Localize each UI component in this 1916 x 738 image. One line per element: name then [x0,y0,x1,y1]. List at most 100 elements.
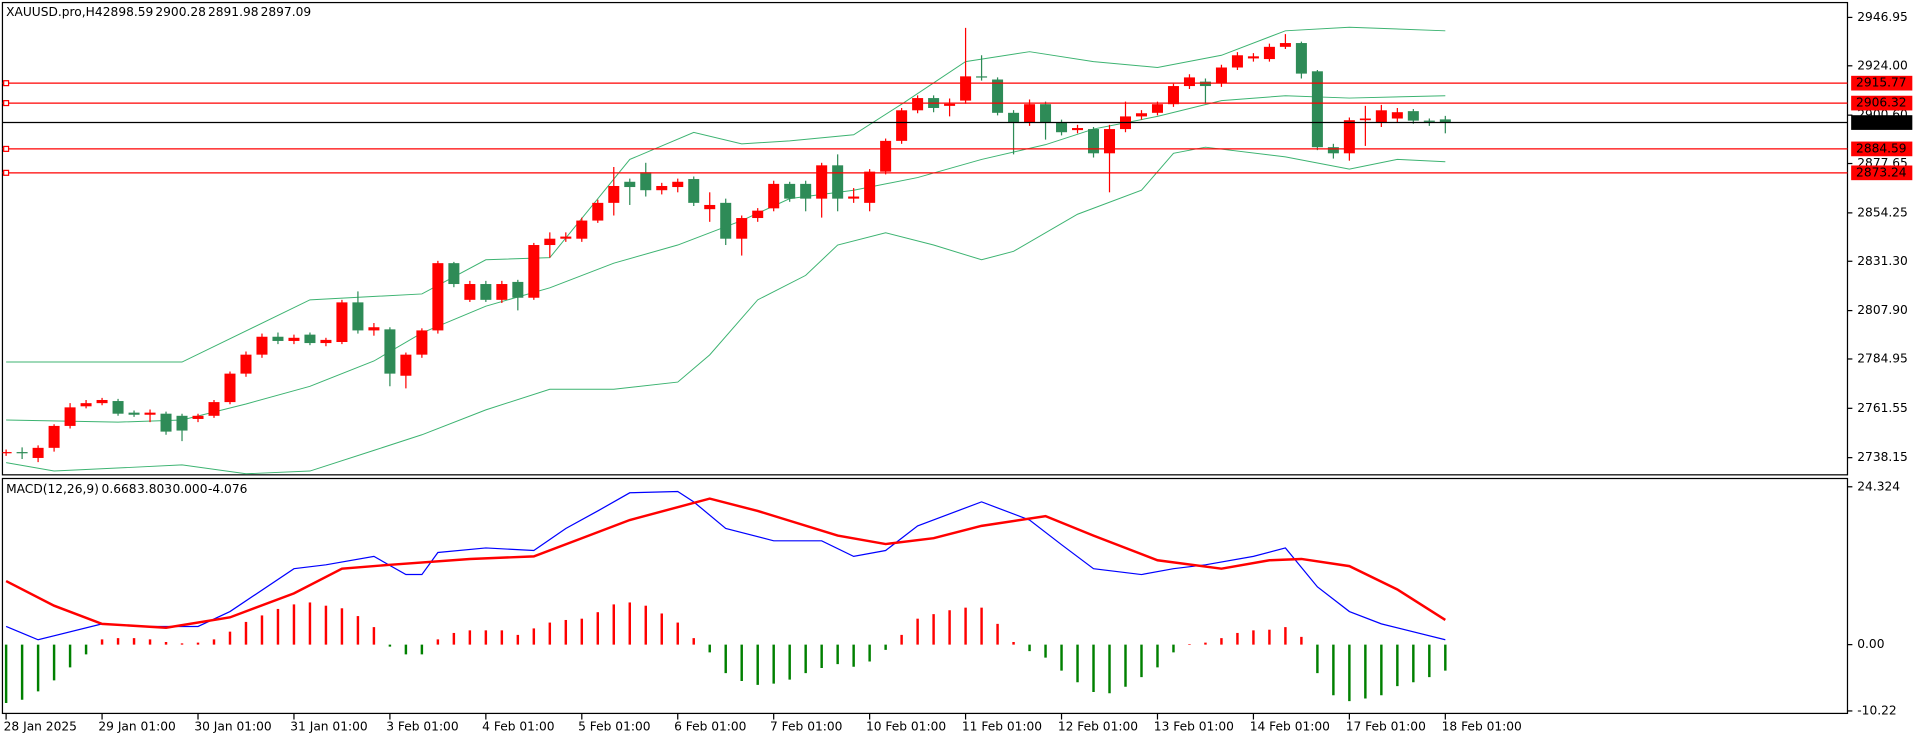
candle-body [1359,118,1371,121]
candle-body [1056,122,1068,133]
x-tick-label: 5 Feb 01:00 [578,719,650,733]
candle-body [640,172,652,191]
candle-body [832,165,844,199]
level-label: 2873.24 [1856,165,1907,179]
x-tick-label: 7 Feb 01:00 [770,719,842,733]
candle-body [144,412,156,415]
candle-body [784,183,796,199]
candle-body [1247,56,1259,59]
candle-body [1263,46,1275,60]
current-price-bg [1851,115,1913,130]
current-price-label: 2897.09 [1856,115,1907,129]
candle-body [496,284,508,300]
candle-body [272,336,284,341]
candle-body [656,185,668,191]
candle-body [432,263,444,331]
candle-body [256,336,268,355]
candle-body [64,407,76,426]
x-tick-label: 31 Jan 01:00 [290,719,367,733]
level-marker [3,145,10,152]
candle-body [768,183,780,209]
x-tick-label: 13 Feb 01:00 [1154,719,1234,733]
x-tick-label: 6 Feb 01:00 [674,719,746,733]
candle-body [1343,120,1355,154]
level-label: 2884.59 [1856,141,1907,155]
candle-body [224,373,236,403]
level-marker [3,80,10,87]
candle-body [1088,129,1100,154]
candle-body [1375,110,1387,123]
signal-line [5,497,1446,629]
candle-body [704,204,716,210]
x-tick-label: 10 Feb 01:00 [866,719,946,733]
candle-body [400,354,412,376]
candle-body [1215,67,1227,84]
candle-body [896,110,908,141]
price-plot [2,26,1848,475]
candle-body [80,403,92,407]
y-tick-label: 2738.15 [1857,450,1908,464]
x-tick-label: 12 Feb 01:00 [1058,719,1138,733]
main-panel [1,1,1849,476]
macd-value: 0.668 [102,482,137,496]
macd-value: -4.076 [208,482,247,496]
candle-body [1199,81,1211,87]
x-tick-label: 11 Feb 01:00 [962,719,1042,733]
candle-body [1008,112,1020,123]
candle-body [800,183,812,199]
candle-body [592,202,604,221]
candle-body [1024,104,1036,123]
candle-body [1439,119,1451,123]
candle-body [576,220,588,239]
x-tick-label: 17 Feb 01:00 [1346,719,1426,733]
candle-body [336,302,348,343]
candle-body [992,79,1004,113]
candle-body [368,327,380,331]
header-close: 2897.09 [261,5,312,19]
header-open: 2898.59 [103,5,154,19]
x-tick-label: 30 Jan 01:00 [194,719,271,733]
y-tick-label: 2784.95 [1857,351,1908,365]
y-tick-label: 2807.90 [1857,303,1908,317]
candle-body [112,401,124,414]
axes: 2946.952924.002900.602877.652854.252831.… [4,10,1913,733]
header-low: 2891.98 [208,5,259,19]
candle-body [720,202,732,239]
level-marker [3,100,10,107]
candle-body [1279,43,1291,47]
candle-body [192,415,204,419]
level-label-bg [1851,141,1913,157]
level-label-bg [1851,165,1913,181]
candle-body [1072,128,1084,131]
macd-title: MACD(12,26,9) [6,482,99,496]
candle-body [320,339,332,344]
candle-body [880,140,892,172]
level-label: 2906.32 [1856,96,1907,110]
candle-body [240,354,252,374]
candle-body [384,329,396,374]
level-label-bg [1851,95,1913,111]
candle-body [48,425,60,448]
candle-body [176,415,188,431]
candle-body [512,281,524,298]
x-tick-label: 4 Feb 01:00 [482,719,554,733]
candle-body [1151,104,1163,113]
y-tick-label: 24.324 [1857,479,1900,493]
candle-body [608,185,620,203]
candle-body [960,76,972,101]
candle-body [944,103,956,106]
candle-body [288,337,300,341]
symbol-title: XAUUSD.pro,H4 [6,5,103,19]
macd-panel [1,477,1849,715]
candle-body [16,452,28,454]
y-tick-label: 2924.00 [1857,58,1908,72]
candle-body [528,245,540,298]
candle-body [96,399,108,404]
candle-body [544,238,556,246]
candle-body [912,98,924,111]
candle-body [32,447,44,458]
macd-plot [4,490,1447,704]
candle-body [448,263,460,285]
